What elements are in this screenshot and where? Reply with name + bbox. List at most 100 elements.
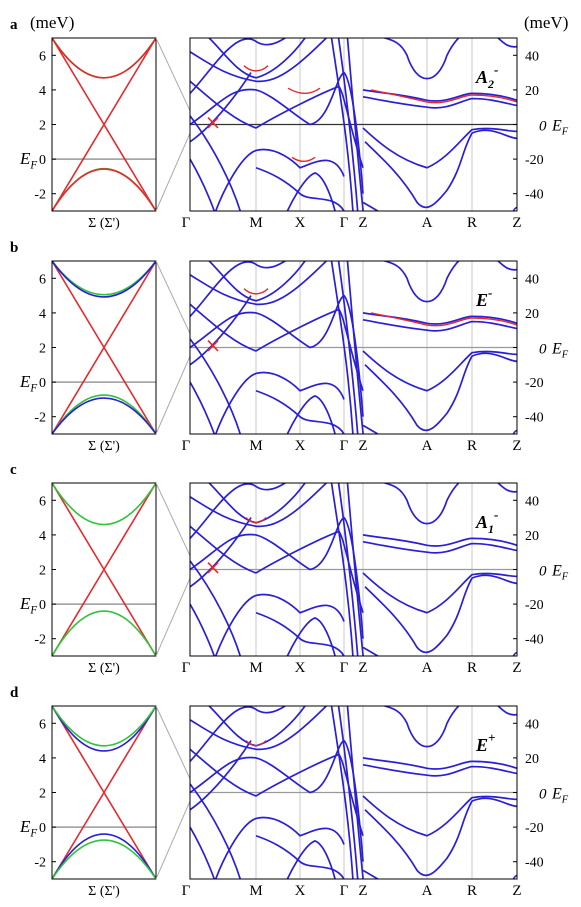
ytick-label-right: 20 (525, 529, 539, 544)
band-line-blue (52, 261, 156, 298)
ef-label-right: EF (551, 786, 569, 806)
band-line (190, 739, 364, 862)
band-line (362, 89, 517, 102)
kpath-label: R (467, 660, 477, 676)
ytick-label: 6 (39, 272, 46, 287)
band-line (512, 429, 517, 434)
band-line (286, 395, 336, 434)
band-line (362, 572, 517, 614)
irrep-label: E+ (475, 730, 495, 755)
guide-line (155, 37, 191, 111)
guide-line (155, 705, 191, 779)
crossing-mark (207, 340, 219, 352)
band-line (364, 574, 517, 654)
ytick-label-right: 20 (525, 307, 539, 322)
ytick-label-right: -40 (525, 633, 544, 648)
ytick-label: 0 (39, 376, 46, 391)
guide-line (155, 577, 191, 657)
band-line (243, 65, 269, 72)
ef-label-left: EF (19, 149, 37, 171)
kpath-label: Γ (340, 660, 349, 676)
irrep-label: E- (475, 285, 492, 310)
kpath-label: M (249, 215, 262, 231)
band-line (214, 371, 345, 434)
kpath-label: X (295, 438, 306, 454)
band-line-green (52, 394, 156, 434)
band-line (190, 706, 287, 762)
ytick-label-right: -20 (525, 821, 544, 836)
kpath-label: R (467, 215, 477, 231)
zoom-series (52, 38, 156, 211)
ytick-label: -2 (34, 856, 46, 871)
ytick-label-right: -20 (525, 376, 544, 391)
band-line (364, 129, 517, 209)
band-line-blue (52, 706, 156, 752)
kpath-label: A (422, 438, 433, 454)
ytick-label-right: -40 (525, 411, 544, 426)
ytick-label-right-zero: 0 (539, 342, 547, 358)
band-line (190, 740, 252, 811)
band-line (190, 560, 242, 656)
band-line (362, 127, 517, 169)
kpath-label: Γ (182, 438, 191, 454)
band-line (337, 706, 359, 879)
band-line (337, 261, 359, 434)
ef-label-right: EF (551, 563, 569, 583)
band-line-red (52, 483, 156, 656)
band-line (362, 763, 517, 777)
band-line (362, 869, 380, 879)
ytick-label-right: 40 (525, 717, 539, 732)
band-line (362, 318, 517, 332)
band-line (190, 516, 364, 639)
band-line-red (52, 706, 156, 879)
ytick-label-right-zero: 0 (539, 787, 547, 803)
band-line (190, 261, 287, 317)
kpath-label: X (295, 883, 306, 899)
band-line-green (52, 706, 156, 747)
zoom-xlabel: Σ (Σ') (88, 439, 120, 454)
band-line (207, 706, 306, 747)
band-line (190, 158, 216, 211)
band-line (286, 840, 336, 879)
band-line (337, 38, 359, 211)
ytick-label: 2 (39, 342, 46, 357)
band-line (362, 350, 517, 392)
kpath-label: A (422, 660, 433, 676)
band-line (190, 483, 328, 528)
kpath-label: Z (358, 883, 367, 899)
irrep-label: A1- (475, 507, 498, 536)
zoom-series (52, 261, 156, 434)
kpath-label: Z (512, 438, 521, 454)
band-line (190, 38, 328, 83)
band-line (362, 534, 517, 547)
panel-letter: b (10, 240, 18, 256)
ytick-label-right: -20 (525, 153, 544, 168)
band-line (190, 706, 328, 751)
zoom-plot: 6 4 2 0 -2 EF Σ (Σ') (19, 705, 157, 899)
band-line (214, 816, 345, 879)
kpath-label: R (467, 883, 477, 899)
ytick-label-right: -20 (525, 598, 544, 613)
ytick-label: 0 (39, 598, 46, 613)
band-line (382, 706, 517, 748)
band-line (190, 826, 216, 879)
band-line (214, 148, 345, 211)
kpath-label: M (249, 660, 262, 676)
kpath-label: Γ (182, 215, 191, 231)
band-line-green (52, 610, 156, 656)
band-line-green (52, 261, 156, 296)
band-line-green (52, 483, 156, 526)
kpath-label: Γ (340, 215, 349, 231)
kpath-label: A (422, 883, 433, 899)
ytick-label-right: 40 (525, 494, 539, 509)
band-line (330, 261, 354, 434)
band-lines (190, 483, 517, 656)
zoom-xlabel: Σ (Σ') (88, 884, 120, 899)
kpath-label: X (295, 660, 306, 676)
band-line (364, 797, 517, 877)
band-line (190, 115, 242, 211)
crossing-mark (207, 117, 219, 129)
